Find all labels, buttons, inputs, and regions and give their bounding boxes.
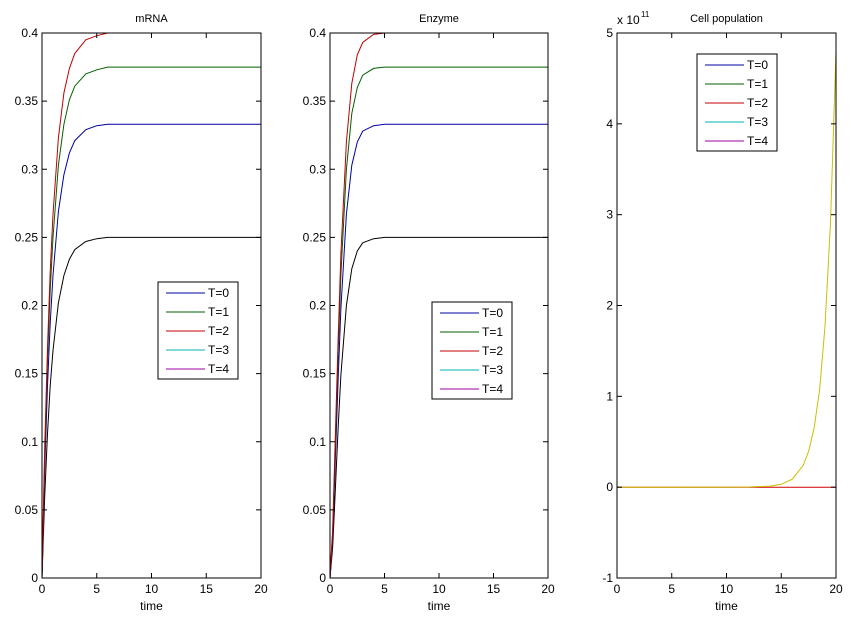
x-axis-label: time bbox=[428, 599, 451, 613]
y-tick-label: 3 bbox=[606, 208, 613, 222]
y-tick-label: 0.05 bbox=[15, 503, 39, 517]
x-tick-label: 0 bbox=[327, 582, 334, 596]
y-tick-label: 0.15 bbox=[303, 367, 327, 381]
x-tick-label: 15 bbox=[775, 582, 789, 596]
series-line-1 bbox=[41, 236, 261, 579]
x-tick-label: 15 bbox=[200, 582, 214, 596]
legend-label: T=4 bbox=[482, 382, 503, 396]
x-tick-label: 20 bbox=[254, 582, 268, 596]
x-tick-label: 20 bbox=[541, 582, 555, 596]
y-tick-label: 0 bbox=[31, 571, 38, 585]
x-tick-label: 5 bbox=[381, 582, 388, 596]
legend-label: T=1 bbox=[482, 325, 503, 339]
x-tick-label: 15 bbox=[487, 582, 501, 596]
y-multiplier-label: x 10 bbox=[617, 13, 640, 27]
legend-label: T=2 bbox=[747, 96, 768, 110]
subplot-1: 0 5 10 15 20 0 0.05 0.1 0.15 0.2 0.25 0.3 0.35 0.4 mRN… bbox=[15, 13, 268, 613]
legend-label: T=0 bbox=[208, 286, 229, 300]
y-tick-label: 0 bbox=[606, 480, 613, 494]
x-axis-label: time bbox=[715, 599, 738, 613]
series-line-2 bbox=[41, 123, 261, 579]
y-tick-label: 4 bbox=[606, 117, 613, 131]
x-tick-label: 20 bbox=[829, 582, 843, 596]
legend: T=0 T=1 T=2 T=3 T=4 bbox=[696, 53, 778, 152]
x-tick-label: 0 bbox=[614, 582, 621, 596]
chart-title: mRNA bbox=[135, 13, 168, 25]
x-tick-label: 5 bbox=[93, 582, 100, 596]
legend-label: T=2 bbox=[208, 324, 229, 338]
legend-label: T=3 bbox=[747, 115, 768, 129]
y-tick-label: -1 bbox=[602, 571, 613, 585]
legend-label: T=1 bbox=[208, 305, 229, 319]
series-line-2 bbox=[329, 123, 548, 579]
y-tick-label: 0.3 bbox=[309, 162, 326, 176]
chart-title: Cell population bbox=[690, 13, 763, 25]
y-tick-label: 0.4 bbox=[21, 26, 38, 40]
y-tick-label: 2 bbox=[606, 299, 613, 313]
legend-label: T=0 bbox=[482, 306, 503, 320]
series-line-1 bbox=[329, 236, 548, 579]
x-tick-label: 5 bbox=[668, 582, 675, 596]
y-tick-label: 0.15 bbox=[15, 367, 39, 381]
chart-title: Enzyme bbox=[419, 13, 459, 25]
legend: T=0 T=1 T=2 T=3 T=4 bbox=[157, 281, 239, 380]
x-axis-label: time bbox=[140, 599, 163, 613]
y-tick-label: 0.4 bbox=[309, 26, 326, 40]
x-tick-label: 0 bbox=[39, 582, 46, 596]
legend-label: T=0 bbox=[747, 58, 768, 72]
y-multiplier-exponent: 11 bbox=[641, 10, 650, 19]
y-tick-label: 5 bbox=[606, 26, 613, 40]
legend-label: T=4 bbox=[208, 362, 229, 376]
legend-label: T=4 bbox=[747, 134, 768, 148]
y-tick-label: 0.3 bbox=[21, 162, 38, 176]
series-line-3 bbox=[41, 66, 261, 579]
legend-label: T=2 bbox=[482, 344, 503, 358]
legend-label: T=3 bbox=[208, 343, 229, 357]
x-tick-label: 10 bbox=[720, 582, 734, 596]
y-tick-label: 0.2 bbox=[309, 299, 326, 313]
y-tick-label: 0.1 bbox=[309, 435, 326, 449]
x-tick-label: 10 bbox=[432, 582, 446, 596]
subplot-2: 0 5 10 15 20 0 0.05 0.1 0.15 0.2 0.25 0.3 0.35 0.4 Enz… bbox=[303, 13, 555, 613]
y-tick-label: 0.35 bbox=[303, 94, 327, 108]
y-tick-label: 1 bbox=[606, 389, 613, 403]
x-tick-label: 10 bbox=[145, 582, 159, 596]
legend-label: T=1 bbox=[747, 77, 768, 91]
legend-label: T=3 bbox=[482, 363, 503, 377]
y-tick-label: 0.1 bbox=[21, 435, 38, 449]
y-tick-label: 0.05 bbox=[303, 503, 327, 517]
y-tick-label: 0.35 bbox=[15, 94, 39, 108]
legend: T=0 T=1 T=2 T=3 T=4 bbox=[431, 301, 513, 400]
y-tick-label: 0.2 bbox=[21, 299, 38, 313]
y-tick-label: 0.25 bbox=[303, 230, 327, 244]
y-tick-label: 0.25 bbox=[15, 230, 39, 244]
y-tick-label: 0 bbox=[319, 571, 326, 585]
series-line-2 bbox=[617, 51, 837, 488]
